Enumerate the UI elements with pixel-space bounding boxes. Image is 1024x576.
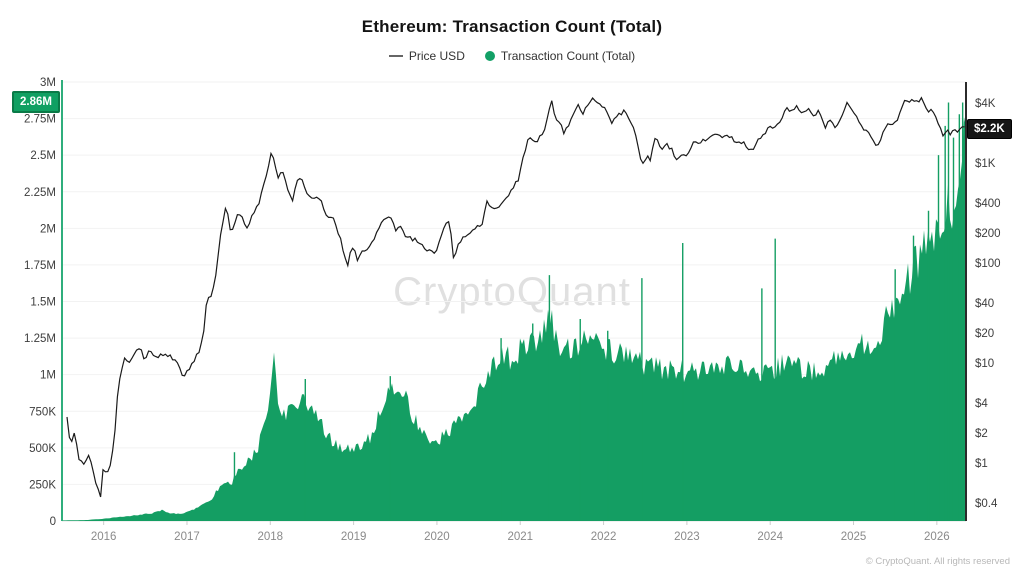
left-axis-tick-label: 1M [40, 370, 56, 382]
right-axis-tick-label: $4 [975, 398, 988, 410]
last-transaction-count-badge: 2.86M [12, 91, 60, 114]
legend-item-price-usd[interactable]: Price USD [388, 49, 465, 63]
left-axis-tick-label: 250K [29, 479, 56, 491]
price-line-swatch-icon [388, 55, 403, 57]
right-axis-tick-label: $0.4 [975, 498, 998, 510]
x-axis-tick-label: 2025 [841, 531, 867, 543]
right-axis-tick-label: $20 [975, 328, 994, 340]
left-axis-tick-label: 500K [29, 443, 56, 455]
legend-item-transaction-count[interactable]: Transaction Count (Total) [484, 49, 636, 63]
left-axis-tick-label: 3M [40, 77, 56, 89]
chart-legend: Price USD Transaction Count (Total) [0, 49, 1024, 63]
transaction-count-dot-icon [484, 51, 495, 61]
right-axis-tick-label: $40 [975, 298, 994, 310]
left-axis-tick-label: 2.75M [24, 114, 56, 126]
right-axis-tick-label: $1K [975, 158, 996, 170]
x-axis-tick-label: 2022 [591, 531, 617, 543]
x-axis-tick-label: 2026 [924, 531, 950, 543]
left-axis-tick-label: 1.75M [24, 260, 56, 272]
right-axis-tick-label: $1 [975, 458, 988, 470]
left-axis-tick-label: 750K [29, 406, 56, 418]
right-axis-tick-label: $100 [975, 258, 1001, 270]
left-axis-tick-label: 2M [40, 223, 56, 235]
right-axis-tick-label: $4K [975, 98, 996, 110]
price-usd-line [66, 96, 965, 498]
x-axis-tick-label: 2018 [257, 531, 283, 543]
left-axis-tick-label: 1.25M [24, 333, 56, 345]
right-axis-tick-label: $2 [975, 428, 988, 440]
left-axis-tick-label: 0 [50, 516, 56, 528]
copyright-footer: © CryptoQuant. All rights reserved [865, 556, 1010, 567]
right-axis-tick-label: $10 [975, 358, 994, 370]
legend-label-transaction-count: Transaction Count (Total) [500, 49, 636, 63]
right-axis-tick-label: $400 [975, 198, 1001, 210]
legend-label-price-usd: Price USD [408, 49, 465, 63]
left-axis-tick-label: 1.5M [30, 297, 56, 309]
x-axis-tick-label: 2019 [341, 531, 367, 543]
x-axis-tick-label: 2021 [507, 531, 533, 543]
transaction-count-area [62, 117, 966, 522]
right-axis-tick-label: $200 [975, 228, 1001, 240]
left-axis-tick-label: 2.25M [24, 187, 56, 199]
x-axis-tick-label: 2020 [424, 531, 450, 543]
last-price-badge: $2.2K [967, 118, 1012, 139]
cryptoquant-watermark: CryptoQuant [393, 270, 631, 314]
x-axis-tick-label: 2017 [174, 531, 200, 543]
x-axis-tick-label: 2023 [674, 531, 700, 543]
left-axis-tick-label: 2.5M [30, 150, 56, 162]
chart-title: Ethereum: Transaction Count (Total) [361, 17, 663, 36]
x-axis-tick-label: 2024 [757, 531, 783, 543]
x-axis-tick-label: 2016 [91, 531, 117, 543]
